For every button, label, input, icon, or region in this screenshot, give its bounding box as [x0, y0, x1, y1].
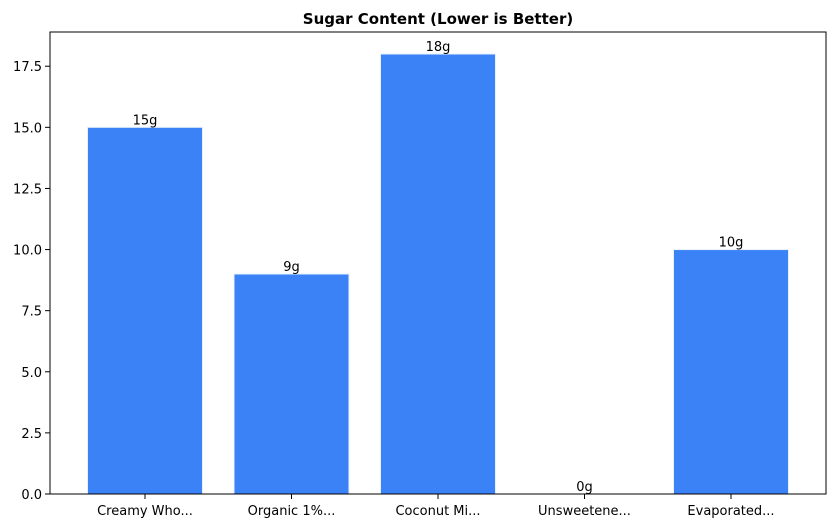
data-label: 15g: [133, 113, 158, 128]
y-tick-label: 7.5: [21, 305, 42, 320]
bar: [233, 273, 350, 495]
data-label: 9g: [283, 260, 300, 275]
y-tick-label: 17.5: [13, 60, 42, 75]
data-label: 18g: [426, 40, 451, 55]
x-tick-label: Coconut Mi...: [395, 504, 480, 519]
x-tick-label: Organic 1%...: [248, 504, 336, 519]
x-tick-label: Creamy Who...: [97, 504, 193, 519]
bar: [87, 126, 203, 495]
bar: [673, 249, 789, 495]
bar: [380, 53, 496, 495]
data-label: 10g: [719, 236, 744, 251]
x-tick-label: Evaporated...: [687, 504, 774, 519]
y-tick-label: 12.5: [13, 182, 42, 197]
y-tick-label: 15.0: [13, 121, 42, 136]
y-tick-label: 5.0: [21, 366, 42, 381]
y-tick-label: 2.5: [21, 427, 42, 442]
chart-title: Sugar Content (Lower is Better): [303, 10, 573, 28]
y-tick-label: 10.0: [13, 244, 42, 259]
y-tick-label: 0.0: [21, 488, 42, 503]
x-tick-label: Unsweetene...: [538, 504, 631, 519]
data-label: 0g: [576, 480, 593, 495]
plot-frame: [49, 31, 827, 495]
